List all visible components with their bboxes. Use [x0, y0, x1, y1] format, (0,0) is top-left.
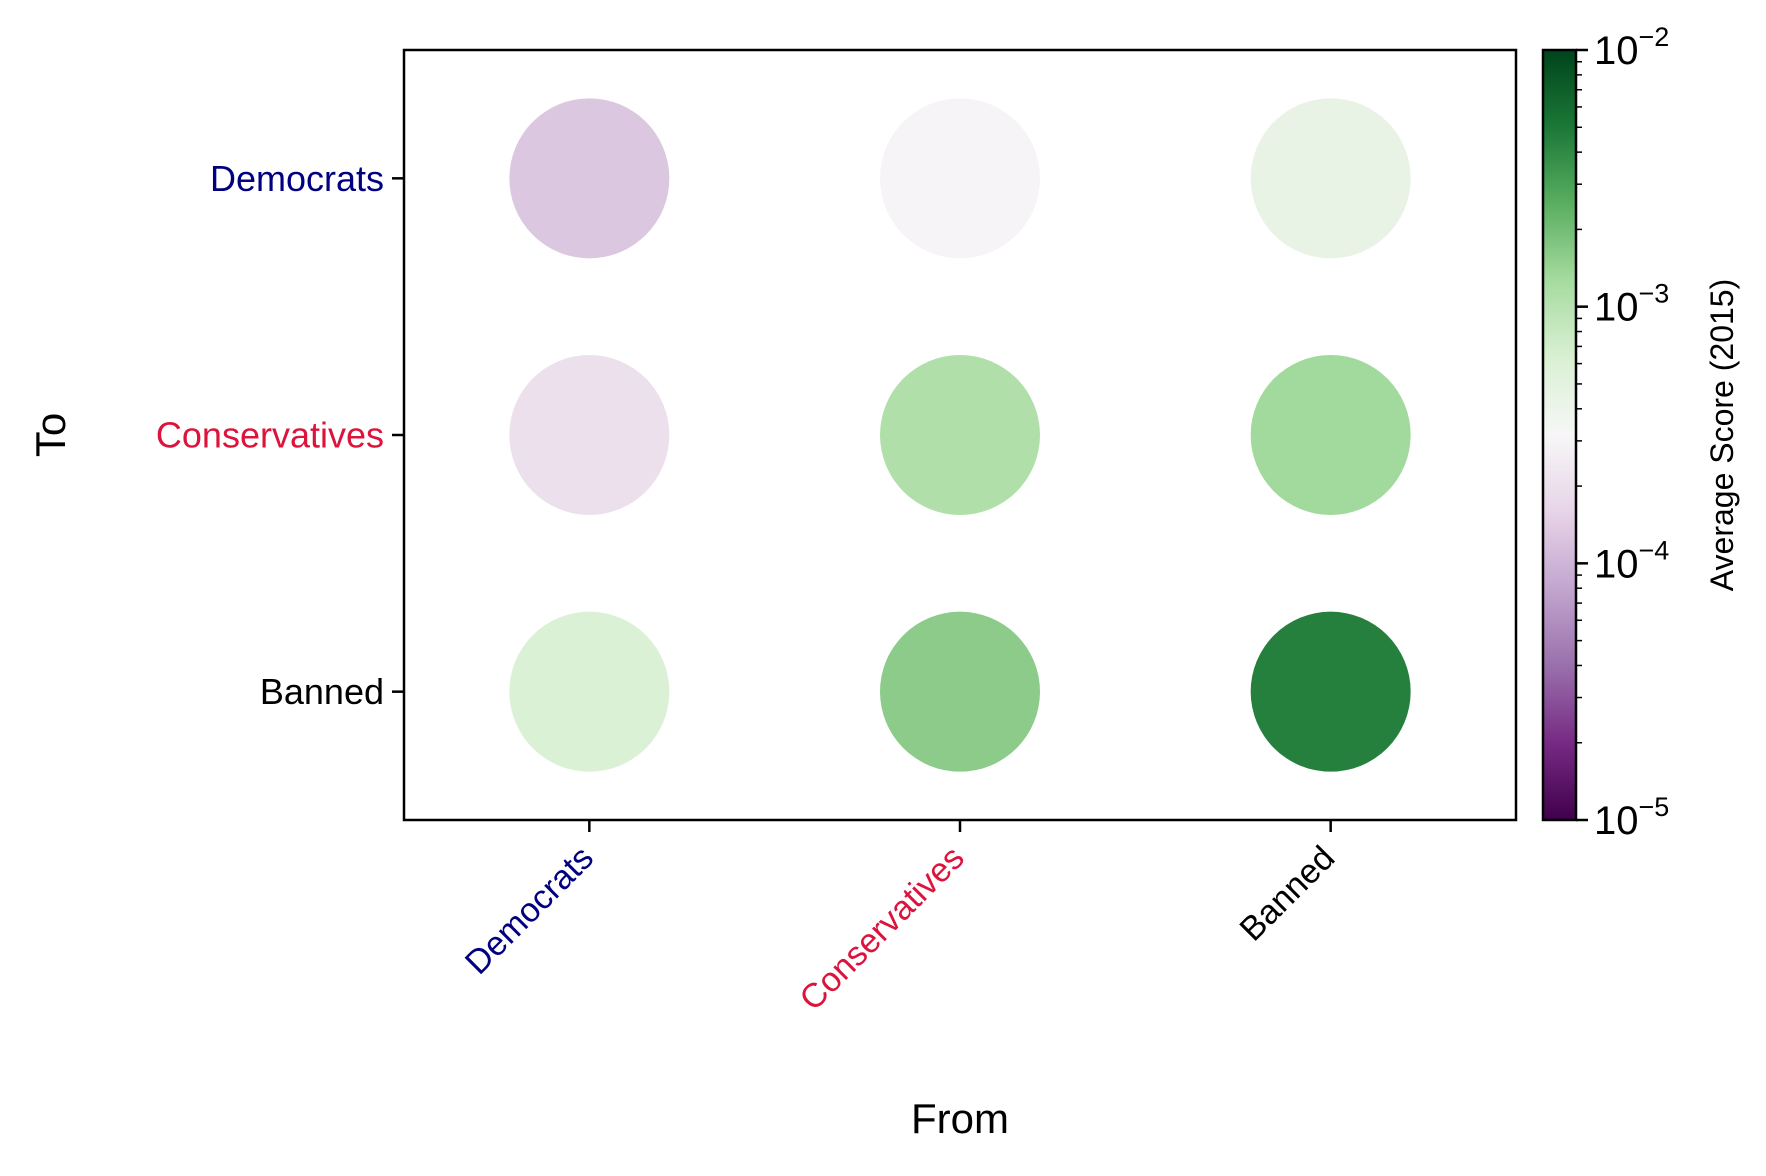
- colorbar-label: Average Score (2015): [1704, 279, 1740, 591]
- x-tick-label-conservatives: Conservatives: [792, 839, 971, 1018]
- point-conservatives-to-banned: [880, 611, 1040, 772]
- colorbar-tick-label: 10−3: [1594, 279, 1669, 330]
- point-banned-to-conservatives: [1250, 355, 1411, 515]
- y-axis-label: To: [27, 413, 74, 457]
- x-tick-label-democrats: Democrats: [458, 839, 601, 982]
- colorbar-tick-label: 10−2: [1594, 22, 1669, 73]
- x-tick-label-banned: Banned: [1233, 839, 1343, 949]
- colorbar-ticks: 10−5 10−4 10−3 10−2: [1576, 22, 1669, 843]
- points-layer: [509, 98, 1411, 772]
- colorbar-tick-label: 10−4: [1594, 535, 1669, 586]
- y-axis: Democrats Conservatives Banned: [156, 158, 404, 712]
- point-conservatives-to-conservatives: [880, 355, 1040, 515]
- point-democrats-to-democrats: [509, 98, 670, 259]
- colorbar: [1541, 48, 1578, 822]
- point-banned-to-banned: [1250, 611, 1411, 772]
- y-tick-label-banned: Banned: [260, 671, 384, 712]
- x-axis-label: From: [911, 1095, 1009, 1142]
- point-banned-to-democrats: [1250, 98, 1411, 259]
- colorbar-tick-label: 10−5: [1594, 792, 1669, 843]
- x-axis: Democrats Conservatives Banned: [458, 820, 1342, 1018]
- y-tick-label-democrats: Democrats: [210, 158, 384, 199]
- point-conservatives-to-democrats: [880, 98, 1040, 259]
- y-tick-label-conservatives: Conservatives: [156, 415, 384, 456]
- point-democrats-to-conservatives: [509, 355, 670, 515]
- point-democrats-to-banned: [509, 611, 670, 772]
